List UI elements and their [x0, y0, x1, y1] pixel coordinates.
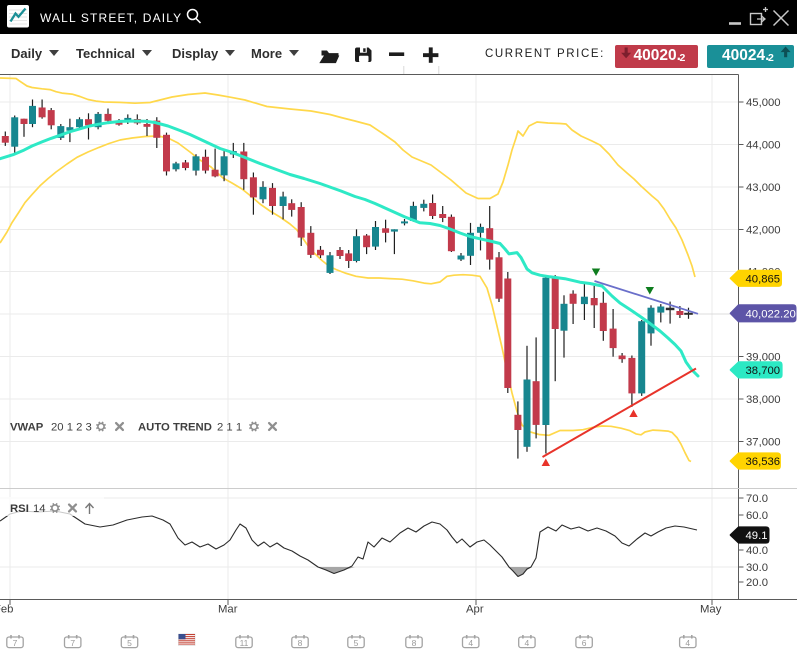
- svg-text:Apr: Apr: [466, 604, 484, 616]
- svg-text:39,000: 39,000: [746, 352, 781, 364]
- svg-text:7: 7: [70, 638, 75, 648]
- svg-text:38,700: 38,700: [746, 365, 781, 377]
- svg-text:RSI: RSI: [10, 503, 29, 515]
- svg-text:49.1: 49.1: [746, 530, 768, 542]
- svg-text:37,000: 37,000: [746, 436, 781, 448]
- svg-text:38,000: 38,000: [746, 394, 781, 406]
- svg-text:6: 6: [582, 638, 587, 648]
- svg-text:45,000: 45,000: [746, 97, 781, 109]
- svg-text:4: 4: [685, 638, 690, 648]
- svg-text:AUTO TREND: AUTO TREND: [138, 422, 212, 434]
- svg-text:42,000: 42,000: [746, 224, 781, 236]
- svg-text:VWAP: VWAP: [10, 422, 44, 434]
- svg-text:5: 5: [354, 638, 359, 648]
- svg-text:43,000: 43,000: [746, 182, 781, 194]
- svg-text:8: 8: [298, 638, 303, 648]
- svg-text:30.0: 30.0: [746, 562, 768, 574]
- svg-text:20.0: 20.0: [746, 577, 768, 589]
- svg-text:May: May: [700, 604, 722, 616]
- svg-text:20 1 2 3: 20 1 2 3: [51, 422, 92, 434]
- svg-text:4: 4: [525, 638, 530, 648]
- svg-text:5: 5: [127, 638, 132, 648]
- svg-text:60.0: 60.0: [746, 510, 768, 522]
- svg-text:36,536: 36,536: [746, 456, 781, 468]
- svg-text:70.0: 70.0: [746, 493, 768, 505]
- svg-text:Mar: Mar: [218, 604, 238, 616]
- svg-text:2 1 1: 2 1 1: [217, 422, 242, 434]
- svg-text:14: 14: [33, 503, 46, 515]
- svg-text:40,022.20: 40,022.20: [746, 308, 796, 320]
- svg-text:8: 8: [412, 638, 417, 648]
- svg-text:40,865: 40,865: [746, 273, 781, 285]
- svg-text:40.0: 40.0: [746, 545, 768, 557]
- svg-text:11: 11: [240, 638, 249, 648]
- svg-text:Feb: Feb: [0, 604, 13, 616]
- svg-text:4: 4: [468, 638, 473, 648]
- svg-text:44,000: 44,000: [746, 139, 781, 151]
- svg-text:7: 7: [13, 638, 18, 648]
